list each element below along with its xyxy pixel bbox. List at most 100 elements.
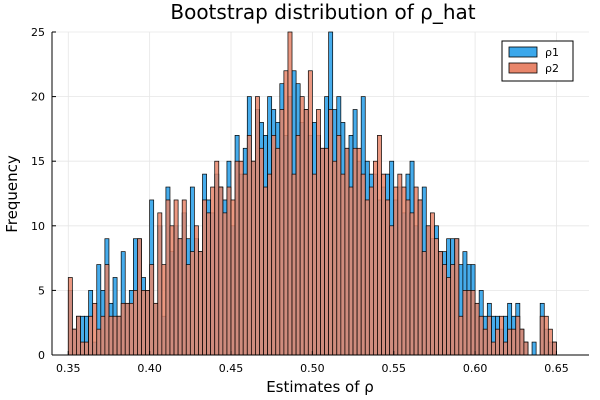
bar-s2-76 [377, 135, 382, 356]
bar-s2-63 [324, 147, 329, 356]
bar-s2-117 [543, 315, 549, 356]
x-tick-label-3: 0.50 [300, 362, 325, 375]
bar-s2-4 [84, 341, 89, 356]
bar-s2-83 [405, 199, 411, 356]
bar-s2-111 [519, 328, 525, 356]
bar-s2-30 [189, 251, 195, 356]
bar-s2-65 [332, 160, 338, 356]
bar-s2-106 [499, 315, 504, 356]
bar-s2-41 [234, 160, 240, 356]
bar-s2-5 [88, 315, 94, 356]
x-tick-label-6: 0.65 [544, 362, 569, 375]
legend-label-rho1: ρ1 [545, 46, 559, 59]
bar-s2-67 [340, 173, 346, 356]
bar-s2-28 [181, 199, 187, 356]
bar-s2-52 [279, 109, 285, 356]
bar-s2-18 [141, 290, 146, 356]
bar-s2-15 [128, 302, 134, 356]
x-axis-label: Estimates of ρ [266, 378, 374, 396]
chart-title: Bootstrap distribution of ρ_hat [170, 0, 475, 24]
legend-swatch-rho1 [508, 46, 538, 58]
bar-s2-88 [425, 225, 431, 356]
bar-s2-89 [429, 212, 435, 356]
bar-s2-94 [450, 264, 456, 356]
legend: ρ1 ρ2 [501, 40, 574, 82]
bar-s2-53 [283, 70, 289, 356]
bar-s2-8 [100, 315, 106, 356]
bar-s2-16 [133, 290, 138, 356]
bar-s2-39 [226, 186, 232, 356]
bar-s2-22 [157, 212, 163, 356]
bar-s2-70 [352, 147, 358, 356]
bar-s2-31 [194, 225, 199, 356]
bar-s2-2 [76, 315, 81, 356]
bar-s2-36 [214, 160, 220, 356]
plot-frame [51, 32, 589, 356]
bar-s2-50 [271, 135, 277, 356]
bar-s2-27 [177, 238, 183, 356]
x-tick-label-0: 0.35 [56, 362, 81, 375]
bar-s2-80 [393, 186, 399, 356]
bar-s2-100 [474, 302, 480, 356]
bar-s2-12 [116, 315, 122, 356]
bar-s2-91 [438, 251, 443, 356]
bar-s2-0 [67, 277, 73, 356]
bar-s2-23 [161, 264, 167, 356]
y-tick-label-2: 10 [31, 220, 45, 233]
bar-s2-25 [169, 225, 175, 356]
y-tick-label-1: 5 [38, 284, 45, 297]
bar-s2-3 [80, 341, 85, 356]
y-tick-label-5: 25 [31, 26, 45, 39]
bar-s2-29 [185, 264, 191, 356]
bar-s2-51 [275, 147, 281, 356]
bar-s2-72 [360, 173, 366, 356]
bar-s2-56 [295, 135, 301, 356]
y-axis-label: Frequency [3, 155, 21, 233]
bar-s2-55 [291, 173, 297, 356]
bar-s2-42 [238, 160, 244, 356]
bar-s2-74 [368, 186, 374, 356]
y-tick-label-4: 20 [31, 91, 45, 104]
bar-s2-112 [523, 341, 529, 356]
y-ticks: 0 5 10 15 20 25 [31, 26, 56, 362]
bar-s2-14 [124, 302, 130, 356]
bar-s2-59 [307, 70, 313, 356]
bar-s2-85 [413, 186, 419, 356]
bar-s2-13 [120, 302, 126, 356]
bar-s2-104 [491, 341, 496, 356]
bar-s2-32 [198, 251, 203, 356]
bar-s2-37 [218, 186, 224, 356]
bar-s2-26 [173, 199, 179, 356]
bar-s2-92 [442, 264, 447, 356]
bar-s2-77 [381, 173, 386, 356]
y-tick-label-0: 0 [38, 349, 45, 362]
bar-s2-116 [539, 315, 545, 356]
bar-s2-103 [486, 315, 492, 356]
x-tick-label-1: 0.40 [137, 362, 162, 375]
legend-swatch-rho2 [508, 62, 538, 74]
bar-s2-24 [165, 199, 171, 356]
bar-s2-84 [409, 212, 415, 356]
bar-s2-60 [312, 173, 317, 356]
bar-s2-58 [303, 109, 309, 356]
bar-s2-71 [356, 147, 362, 356]
bar-s2-35 [210, 186, 216, 356]
bar-s2-19 [145, 290, 150, 356]
bar-s2-44 [246, 135, 252, 356]
bar-s2-102 [482, 328, 488, 356]
bar-s2-110 [515, 315, 521, 356]
bar-s2-46 [255, 96, 260, 356]
bar-s2-79 [389, 225, 395, 356]
x-tick-label-4: 0.55 [381, 362, 406, 375]
bar-s2-107 [503, 341, 508, 356]
bar-s2-17 [137, 238, 142, 356]
bar-s2-11 [112, 315, 118, 356]
bar-s2-97 [462, 290, 468, 356]
bar-groups [67, 31, 557, 356]
bar-s2-96 [458, 315, 464, 356]
x-tick-label-5: 0.60 [463, 362, 488, 375]
bar-s2-73 [364, 199, 370, 356]
bar-s2-20 [149, 264, 155, 356]
bar-s2-33 [202, 199, 207, 356]
bar-s2-78 [385, 199, 391, 356]
